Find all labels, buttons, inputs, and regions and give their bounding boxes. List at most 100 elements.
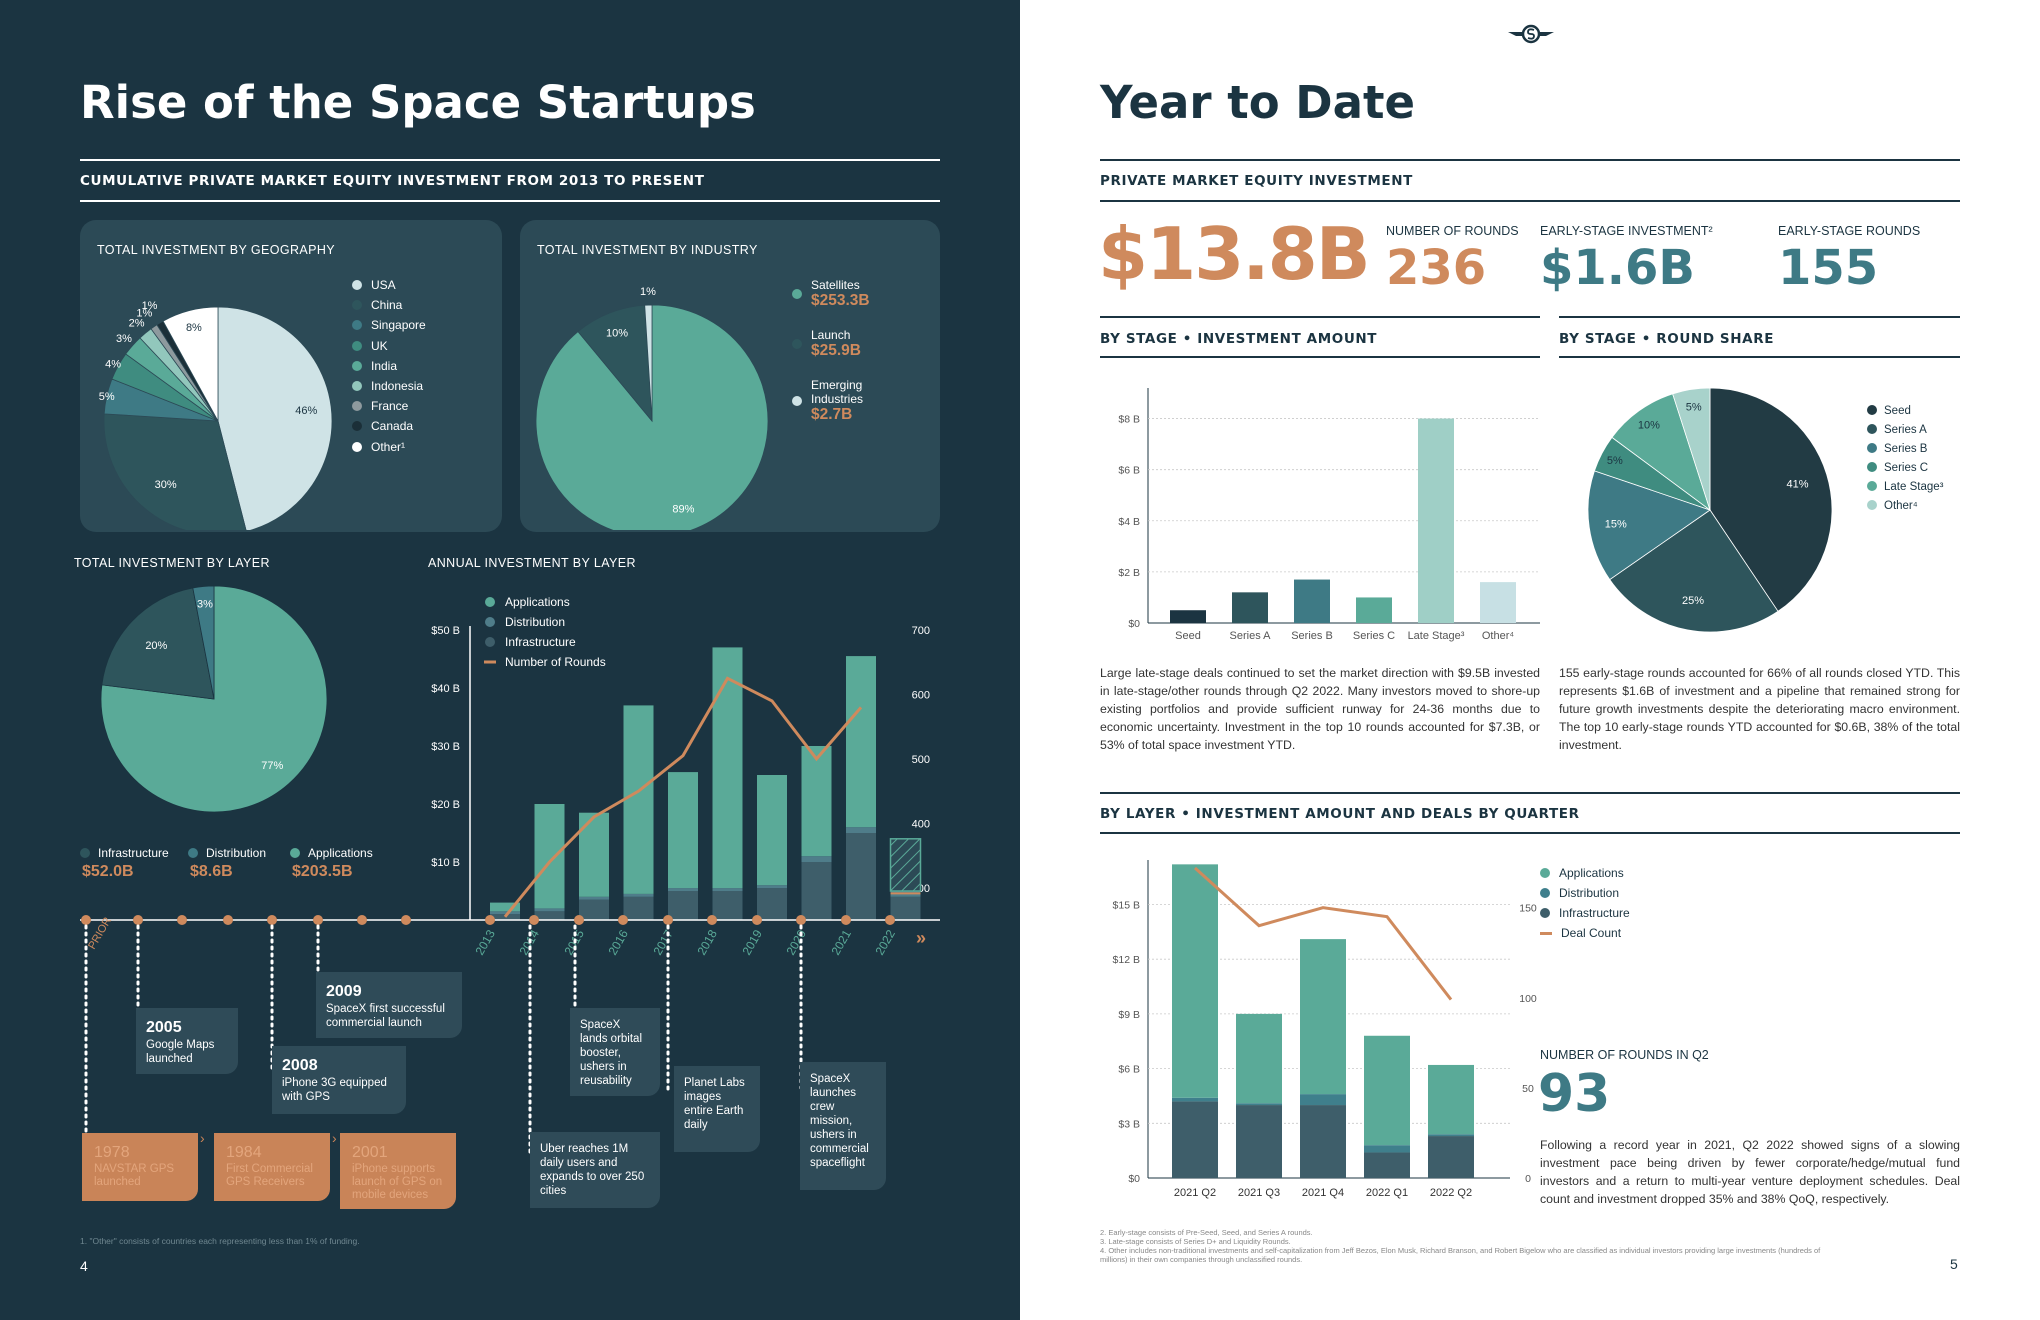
left-page: Rise of the Space Startups CUMULATIVE PR… (0, 0, 1020, 1320)
legend-label: Emerging Industries (811, 378, 864, 406)
legend-amount: $253.3B (811, 292, 870, 309)
timeline-dot (401, 915, 411, 925)
legend-swatch (485, 637, 495, 647)
x-tick-label: Series B (1291, 630, 1333, 642)
bar-infrastructure-2022 (890, 896, 921, 920)
y-tick-label: $40 B (431, 683, 460, 695)
timeline-event-planet-labs: Planet Labs images entire Earth daily (674, 1066, 760, 1152)
legend-label: Infrastructure (1559, 906, 1630, 920)
pie-slice-usa (217, 306, 333, 530)
legend-label: Series C (1884, 462, 1928, 474)
legend-label: Applications (505, 595, 570, 609)
pie-slice-label: 1% (142, 300, 158, 312)
divider (1100, 159, 1960, 161)
timeline-event-spacex-crew: SpaceX launches crew mission, ushers in … (800, 1062, 886, 1190)
layer-pie-chart: 77% 20% 3% (100, 585, 328, 813)
legend-swatch (1540, 931, 1552, 935)
pie-slice-infrastructure (101, 587, 215, 700)
y-tick-label: $3 B (1118, 1118, 1140, 1130)
x-tick-label: 2022 Q2 (1430, 1187, 1472, 1199)
legend-swatch (1540, 888, 1550, 898)
divider (1100, 792, 1960, 794)
divider (80, 159, 940, 161)
page-number: 5 (1950, 1256, 1958, 1272)
legend-swatch (352, 280, 362, 290)
q2-rounds-label: NUMBER OF ROUNDS IN Q2 (1540, 1048, 1709, 1062)
bar-applications-2021-q4 (1300, 939, 1346, 1095)
section-title: CUMULATIVE PRIVATE MARKET EQUITY INVESTM… (80, 173, 705, 189)
bar-applications-2021 (846, 656, 876, 828)
pie-slice-label: 3% (116, 333, 132, 345)
y-tick-label: $15 B (1113, 899, 1140, 911)
timeline-year-label: 2016 (605, 927, 631, 957)
legend-label: Distribution (505, 615, 565, 629)
timeline-event-1984: 1984 First Commercial GPS Receivers (214, 1133, 330, 1201)
bar-distribution-2019 (757, 885, 787, 889)
q2-rounds-value: 93 (1538, 1064, 1611, 1124)
bar-infrastructure-2014 (534, 911, 565, 920)
y-tick-label: $50 B (431, 625, 460, 637)
bar-distribution-2015 (579, 896, 609, 900)
pie-slice-label: 5% (99, 391, 115, 403)
stage-share-paragraph: 155 early-stage rounds accounted for 66%… (1559, 666, 1960, 752)
x-tick-label: Late Stage³ (1408, 630, 1465, 642)
right-page-title: Year to Date (1100, 76, 1416, 129)
legend-swatch (352, 381, 362, 391)
legend-item: Indonesia (352, 379, 423, 393)
timeline-dot (618, 915, 628, 925)
bar-infrastructure-2019 (757, 888, 787, 920)
bar-applications-2017 (668, 772, 698, 889)
legend-label: Canada (371, 419, 414, 434)
legend-label: Indonesia (371, 379, 424, 393)
stage-amount-title: BY STAGE • INVESTMENT AMOUNT (1100, 331, 1378, 347)
legend-swatch (792, 396, 802, 406)
footnotes: 2. Early-stage consists of Pre-Seed, See… (1100, 1228, 1821, 1264)
legend-swatch (290, 848, 300, 858)
bar-infrastructure-2020 (801, 862, 832, 920)
pie-slice-label: 3% (197, 598, 213, 610)
bar-applications-2022-q1 (1364, 1035, 1410, 1146)
divider (1559, 316, 1960, 318)
y-tick-label: $4 B (1118, 516, 1140, 528)
y-tick-label: $2 B (1118, 567, 1140, 579)
legend-swatch (352, 320, 362, 331)
bar-applications-2014 (534, 804, 565, 909)
timeline-event-2001: 2001 iPhone supports launch of GPS on mob… (340, 1133, 456, 1209)
legend-amount: $203.5B (292, 863, 353, 880)
bar-applications-2015 (579, 812, 609, 897)
legend-label: Series A (1884, 424, 1927, 436)
early-stage-value: $1.6B (1540, 240, 1696, 296)
legend-swatch (1867, 405, 1877, 415)
timeline-dot (707, 915, 717, 925)
timeline-event-2009: 2009 SpaceX first successful commercial l… (316, 972, 462, 1038)
legend-label: France (371, 399, 409, 414)
timeline-dot (177, 915, 187, 925)
y2-tick-label: 700 (912, 625, 930, 637)
pie-slice-series-a (1609, 509, 1779, 633)
legend-label: India (371, 358, 398, 373)
legend-swatch (352, 401, 362, 412)
legend-item: Infrastructure $52.0B (80, 846, 169, 881)
legend-swatch (352, 421, 362, 432)
y-tick-label: $0 (1128, 618, 1140, 630)
bar-distribution-2016 (623, 893, 654, 897)
stage-share-pie-chart: 41% 25% 15% 5% 10% 5% Seed Series A Series B Seri… (1587, 387, 1944, 633)
pie-slice-china (103, 413, 247, 530)
divider (1100, 200, 1960, 202)
page-number: 4 (80, 1258, 88, 1274)
pie-slice-label: 20% (145, 640, 167, 652)
pie-slice-label: 5% (1686, 401, 1702, 413)
bar-infrastructure-2016 (623, 896, 654, 920)
legend-item: France (352, 399, 408, 413)
legend-item: Launch $25.9B (792, 328, 861, 360)
stage-amount-bar-chart: $0 $2 B $4 B $6 B $8 B Seed Series A Series B Se… (1118, 388, 1540, 642)
pie-slice-emerging-industries (644, 304, 653, 422)
bar-infrastructure-2022-q2 (1428, 1136, 1474, 1178)
bar-distribution-2013 (490, 911, 520, 915)
bar-distribution-2021-q4 (1300, 1094, 1346, 1106)
legend-label: China (371, 298, 403, 313)
x-tick-label: 2021 Q4 (1302, 1187, 1344, 1199)
bar-applications-2016 (623, 705, 654, 894)
legend-swatch (1540, 908, 1550, 918)
bar-distribution-2021-q3 (1236, 1103, 1282, 1106)
